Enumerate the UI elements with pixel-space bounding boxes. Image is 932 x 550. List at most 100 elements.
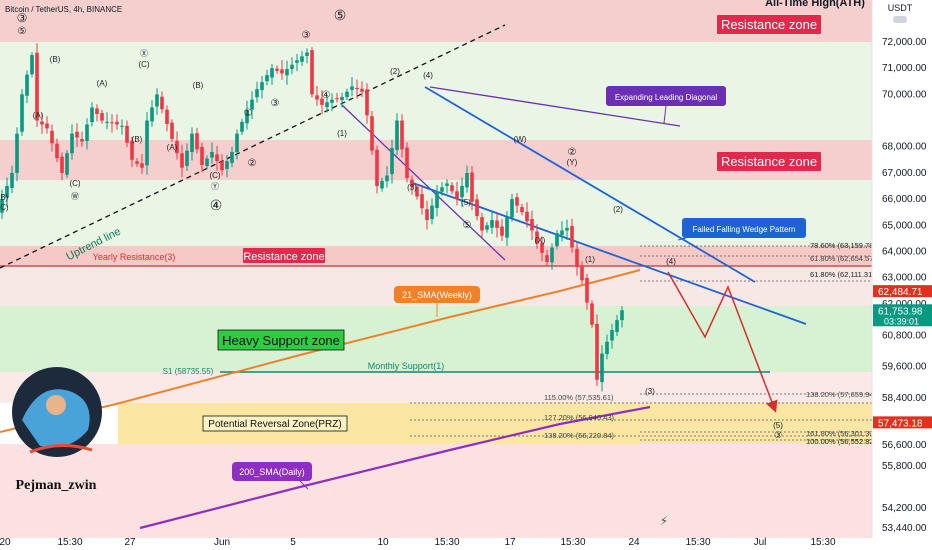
candle-body <box>390 148 394 175</box>
y-tick-label: 71,000.00 <box>882 63 927 74</box>
candle-body <box>250 99 254 110</box>
heavy-support-label: Heavy Support zone <box>222 333 340 348</box>
candle-body <box>590 303 594 325</box>
candle-body <box>20 94 24 132</box>
candle-body <box>425 209 429 221</box>
candle-body <box>450 185 454 192</box>
candle-body <box>120 125 124 127</box>
yearly-resistance-label: Yearly Resistance(3) <box>93 252 176 262</box>
price-tag-bg <box>873 304 932 327</box>
candle-body <box>400 120 404 150</box>
candle-body <box>575 248 579 268</box>
candle-body <box>210 151 214 158</box>
candle-body <box>375 149 379 187</box>
candle-body <box>240 121 244 132</box>
sma-200-daily <box>139 405 651 530</box>
wave-label: ⑤ <box>334 7 347 23</box>
zap-icon[interactable]: ⚡ <box>660 514 668 528</box>
candle-body <box>290 64 294 70</box>
wave-label: ② <box>568 147 577 158</box>
candle-body <box>385 175 389 182</box>
candle-body <box>235 133 239 152</box>
projection-path <box>667 271 778 413</box>
y-tick-label: 65,000.00 <box>882 220 927 231</box>
candle-body <box>430 205 434 220</box>
resistance-zone-3-label-bg <box>243 248 325 263</box>
heavy-support-label-bg <box>217 329 345 351</box>
y-tick-label: 68,000.00 <box>882 142 927 153</box>
price-tag: 57,473.18 <box>878 418 923 429</box>
candle-body <box>325 102 329 108</box>
level-lines <box>0 245 872 441</box>
x-tick-label: Jul <box>754 537 767 548</box>
expanding-diagonal-upper <box>429 86 681 127</box>
price-tag-bg <box>873 416 932 429</box>
candle-body <box>45 123 49 129</box>
candle-body <box>205 158 209 167</box>
uptrend-line <box>0 24 506 269</box>
wave-label: (1) <box>337 129 347 138</box>
wave-label: ② <box>248 158 257 169</box>
wave-label: (X) <box>535 236 546 245</box>
candle-body <box>260 82 264 91</box>
candle-body <box>35 52 39 121</box>
time-axis[interactable]: 20 15:30 27 Jun 5 10 15:30 17 15:30 24 15:30 Jul 15:… <box>0 537 872 550</box>
author-logo: Pejman_zwin <box>12 367 102 493</box>
diagonal-label: Expanding Leading Diagonal <box>615 93 718 102</box>
candle-body <box>410 179 414 188</box>
x-tick-label: 24 <box>628 537 640 548</box>
candle-body <box>270 68 274 78</box>
candle-body <box>495 220 499 228</box>
candle-body <box>415 186 419 197</box>
candle-body <box>55 143 59 159</box>
price-axis-bg <box>872 0 932 550</box>
axis-menu-icon-bg[interactable] <box>893 16 907 23</box>
diagonal-callout <box>663 105 667 124</box>
wave-label: ⑤ <box>18 26 27 37</box>
candle-body <box>5 186 9 198</box>
expanding-diagonal-lower <box>341 104 506 261</box>
sma21-label: 21_SMA(Weekly) <box>402 290 472 300</box>
x-tick-label: Jun <box>214 537 230 548</box>
x-tick-label: 15:30 <box>434 537 459 548</box>
fib-label: 115.00% (57,535.61) <box>544 393 614 402</box>
price-tag: 62,484.71 <box>878 287 923 298</box>
wave-label: (4) <box>666 257 676 266</box>
sma21-label-bg <box>394 286 480 303</box>
wave-label: (B) <box>0 193 9 202</box>
candle-body <box>535 231 539 244</box>
candle-body <box>185 150 189 166</box>
wave-label: (2) <box>390 67 400 76</box>
wave-label: Ⓨ <box>211 182 219 191</box>
y-tick-label: 64,000.00 <box>882 246 927 257</box>
wave-label: (Y) <box>567 158 578 167</box>
sma200-callout <box>299 480 309 490</box>
candle-body <box>160 96 164 110</box>
x-tick-label: 20 <box>0 537 11 548</box>
wave-label: ③ <box>17 11 28 25</box>
price-tag-bg <box>873 285 932 298</box>
candles <box>0 43 624 392</box>
price-axis[interactable]: USDT 72,000.00 71,000.00 70,000.00 68,000.0… <box>871 0 932 550</box>
wave-label: (C) <box>69 179 80 188</box>
candle-body <box>440 187 444 192</box>
candle-body <box>460 186 464 198</box>
candle-body <box>60 156 64 173</box>
y-tick-label: 60,800.00 <box>882 330 927 341</box>
candle-body <box>605 341 609 355</box>
y-tick-label: 54,200.00 <box>882 503 927 514</box>
candle-body <box>215 154 219 162</box>
prz-label: Potential Reversal Zone(PRZ) <box>208 419 341 430</box>
candle-body <box>560 230 564 236</box>
candle-body <box>180 153 184 168</box>
candle-body <box>95 108 99 115</box>
candle-body <box>380 180 384 189</box>
wave-label: ④ <box>210 197 223 213</box>
candle-body <box>345 91 349 97</box>
candle-body <box>310 50 314 95</box>
candle-body <box>610 330 614 341</box>
wave-label: ③ <box>302 30 311 41</box>
y-tick-label: 53,440.00 <box>882 523 927 534</box>
